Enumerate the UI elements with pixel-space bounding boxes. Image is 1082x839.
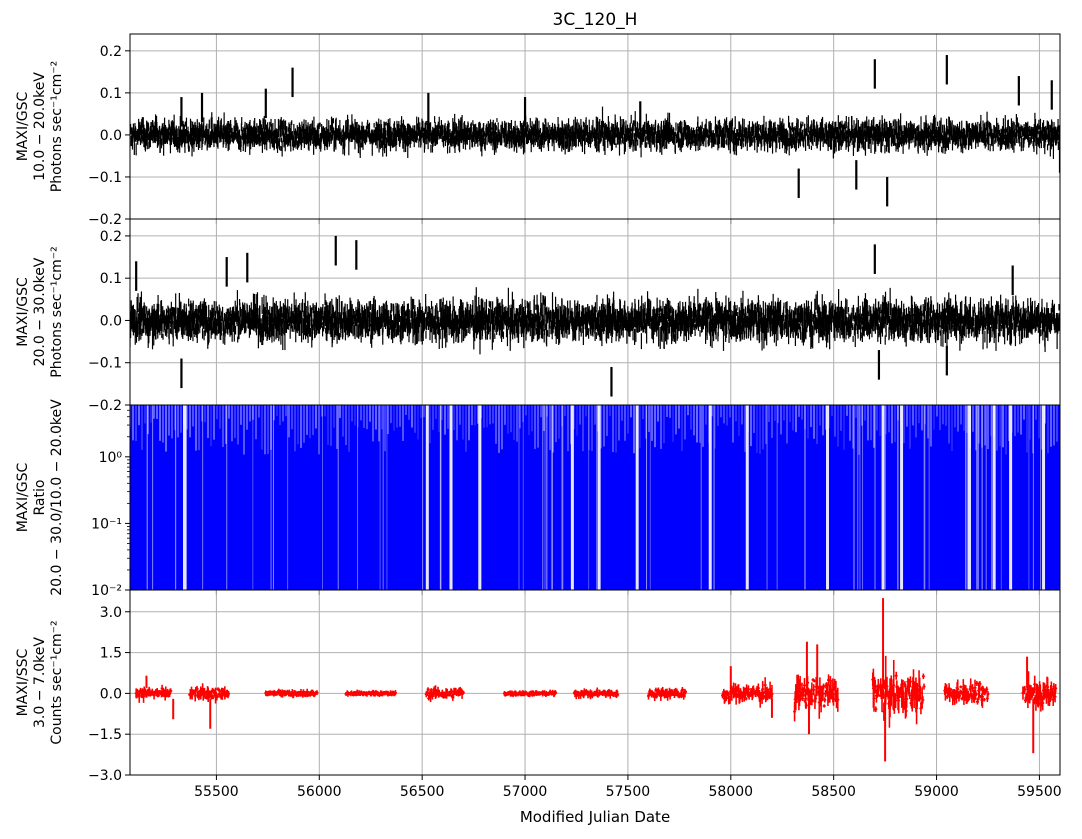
panels: −0.2 −0.1 0.0 0.1 0.2 MAXI/GSC 10.0 − 20.0keV P… [15, 33, 1062, 800]
series-1 [130, 55, 1060, 207]
y-axis-label-line: 10.0 − 20.0keV [32, 72, 48, 181]
series-2 [130, 235, 1060, 397]
y-tick-label: 0.0 [100, 128, 122, 144]
y-tick-label: 0.1 [100, 86, 122, 102]
x-axis-label: Modified Julian Date [520, 808, 670, 826]
y-tick-label: 0.2 [100, 44, 122, 60]
y-axis-label-line: Photons sec⁻¹cm⁻² [49, 61, 65, 193]
chart-title: 3C_120_H [553, 10, 638, 30]
y-tick-label: −0.1 [88, 170, 122, 186]
y-tick-label: −0.2 [88, 212, 122, 228]
y-axis-label-line: MAXI/GSC [15, 91, 31, 161]
